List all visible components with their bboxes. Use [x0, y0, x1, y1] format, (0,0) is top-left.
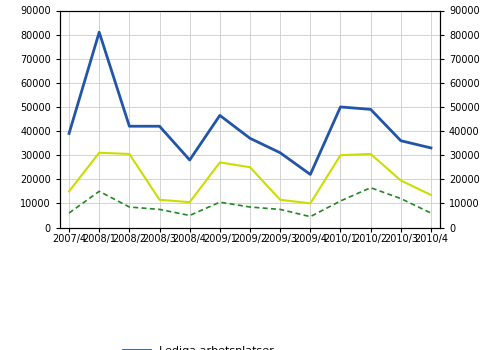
- På deltid: [398, 196, 404, 201]
- Lediga arbetsplatser: [217, 113, 223, 118]
- På deltid: [338, 199, 344, 203]
- På viss tid: [247, 165, 253, 169]
- På deltid: [126, 205, 132, 209]
- På deltid: [156, 207, 162, 211]
- På viss tid: [428, 193, 434, 197]
- På viss tid: [217, 160, 223, 164]
- På viss tid: [66, 189, 72, 194]
- Lediga arbetsplatser: [126, 124, 132, 128]
- Line: Lediga arbetsplatser: Lediga arbetsplatser: [69, 32, 431, 174]
- Lediga arbetsplatser: [66, 131, 72, 135]
- På viss tid: [96, 150, 102, 155]
- På viss tid: [338, 153, 344, 157]
- Lediga arbetsplatser: [186, 158, 192, 162]
- På viss tid: [126, 152, 132, 156]
- På viss tid: [277, 198, 283, 202]
- På viss tid: [156, 198, 162, 202]
- Lediga arbetsplatser: [338, 105, 344, 109]
- På deltid: [66, 211, 72, 215]
- Legend: Lediga arbetsplatser, På deltid, På viss tid: Lediga arbetsplatser, På deltid, På viss…: [122, 346, 274, 350]
- Lediga arbetsplatser: [428, 146, 434, 150]
- Lediga arbetsplatser: [247, 136, 253, 140]
- På deltid: [96, 189, 102, 194]
- På deltid: [217, 200, 223, 204]
- På deltid: [247, 205, 253, 209]
- På viss tid: [186, 200, 192, 204]
- Line: På viss tid: På viss tid: [69, 153, 431, 203]
- På viss tid: [398, 178, 404, 183]
- Lediga arbetsplatser: [277, 150, 283, 155]
- Lediga arbetsplatser: [308, 172, 314, 176]
- På deltid: [368, 186, 374, 190]
- På deltid: [428, 211, 434, 215]
- På deltid: [186, 214, 192, 218]
- På viss tid: [368, 152, 374, 156]
- På viss tid: [308, 201, 314, 205]
- Line: På deltid: På deltid: [69, 188, 431, 217]
- Lediga arbetsplatser: [398, 139, 404, 143]
- Lediga arbetsplatser: [96, 30, 102, 34]
- På deltid: [277, 207, 283, 211]
- Lediga arbetsplatser: [368, 107, 374, 111]
- Lediga arbetsplatser: [156, 124, 162, 128]
- På deltid: [308, 215, 314, 219]
